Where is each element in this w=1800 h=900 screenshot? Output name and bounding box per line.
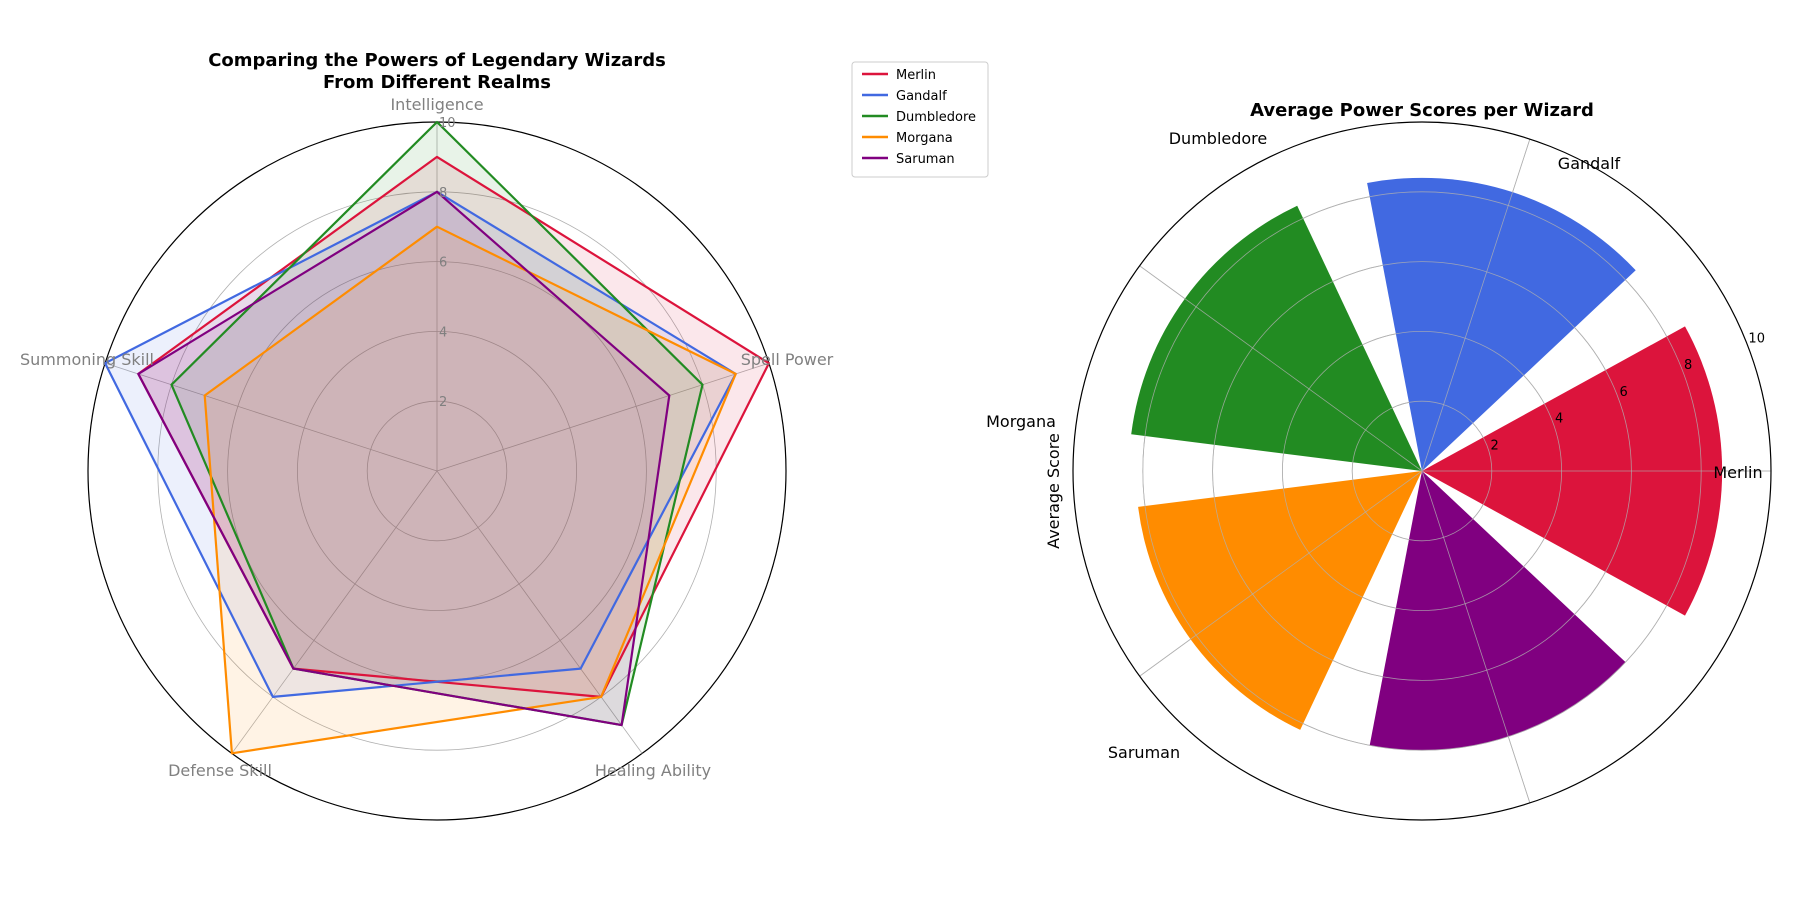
- radar-line-morgana: [203, 225, 737, 755]
- polar-tick-label: 4: [1555, 412, 1563, 427]
- radar-spoke: [436, 470, 643, 754]
- polar-spoke-overlay: [1421, 138, 1531, 472]
- radar-category-intelligence: Intelligence: [390, 95, 483, 114]
- polar-category-dumbledore: Dumbledore: [1169, 129, 1268, 148]
- radar-tick-label: 10: [439, 116, 456, 131]
- radar-fill-saruman: [138, 191, 670, 726]
- polar-category-morgana: Morgana: [986, 412, 1056, 431]
- legend-label-morgana: Morgana: [896, 131, 953, 146]
- radar-category-healing-ability: Healing Ability: [595, 761, 711, 780]
- polar-bar-dumbledore: [1131, 205, 1422, 471]
- radar-chart-title: Comparing the Powers of Legendary Wizard…: [208, 50, 666, 93]
- radar-line-merlin: [137, 155, 771, 699]
- radar-spoke: [104, 362, 438, 472]
- polar-bar-morgana: [1138, 471, 1422, 730]
- radar-category-spell-power: Spell Power: [741, 350, 834, 369]
- radar-spoke: [231, 470, 438, 754]
- legend-label-saruman: Saruman: [896, 152, 955, 167]
- polar-spoke-overlay: [1139, 265, 1423, 472]
- legend-label-dumbledore: Dumbledore: [896, 110, 976, 125]
- polar-outer-frame: [1072, 121, 1772, 821]
- polar-category-merlin: Merlin: [1713, 463, 1762, 482]
- polar-tick-label: 2: [1490, 438, 1498, 453]
- radar-series-group: [103, 120, 771, 755]
- polar-axis-labels: 2 4 6 8 10 Merlin Gandalf Dumbledore Morgana Saru…: [986, 129, 1765, 762]
- polar-y-axis-label: Average Score: [1044, 433, 1063, 549]
- polar-category-gandalf: Gandalf: [1558, 154, 1621, 173]
- legend-label-gandalf: Gandalf: [896, 89, 947, 104]
- polar-tick-label: 8: [1684, 358, 1692, 373]
- legend-label-merlin: Merlin: [896, 68, 936, 83]
- radar-axis-labels: 2 4 6 8 10 Intelligence Spell Power Healing Abi…: [20, 95, 834, 780]
- radar-tick-label: 6: [439, 256, 447, 271]
- radar-category-summoning-skill: Summoning Skill: [20, 350, 154, 369]
- polar-grid-overlay: [1072, 121, 1772, 821]
- radar-tick-label: 8: [439, 186, 447, 201]
- radar-chart: Comparing the Powers of Legendary Wizard…: [20, 50, 834, 821]
- polar-bar-gandalf: [1367, 177, 1636, 471]
- radar-title-line: From Different Realms: [323, 72, 551, 93]
- polar-bar-chart: Average Power Scores per Wizard 2 4 6 8 10 Me…: [986, 100, 1772, 821]
- polar-spoke-overlay: [1421, 470, 1531, 804]
- polar-spoke-overlay: [1139, 470, 1423, 677]
- radar-spoke: [436, 362, 770, 472]
- legend-frame: [851, 61, 989, 178]
- radar-fill-gandalf: [105, 191, 736, 697]
- radar-category-defense-skill: Defense Skill: [168, 761, 272, 780]
- radar-tick-label: 2: [439, 395, 447, 410]
- legend: Merlin Gandalf Dumbledore Morgana Saruman: [851, 61, 989, 178]
- radar-tick-label: 4: [439, 325, 447, 340]
- radar-fill-morgana: [204, 226, 736, 754]
- polar-tick-label: 10: [1748, 331, 1765, 346]
- radar-fill-merlin: [138, 156, 769, 697]
- polar-category-saruman: Saruman: [1108, 743, 1180, 762]
- polar-bars-group: [1072, 121, 1772, 821]
- polar-chart-title: Average Power Scores per Wizard: [1250, 100, 1594, 121]
- radar-line-gandalf: [103, 190, 737, 699]
- polar-tick-label: 6: [1619, 385, 1627, 400]
- radar-line-saruman: [137, 190, 671, 727]
- radar-title-line: Comparing the Powers of Legendary Wizard…: [208, 50, 666, 71]
